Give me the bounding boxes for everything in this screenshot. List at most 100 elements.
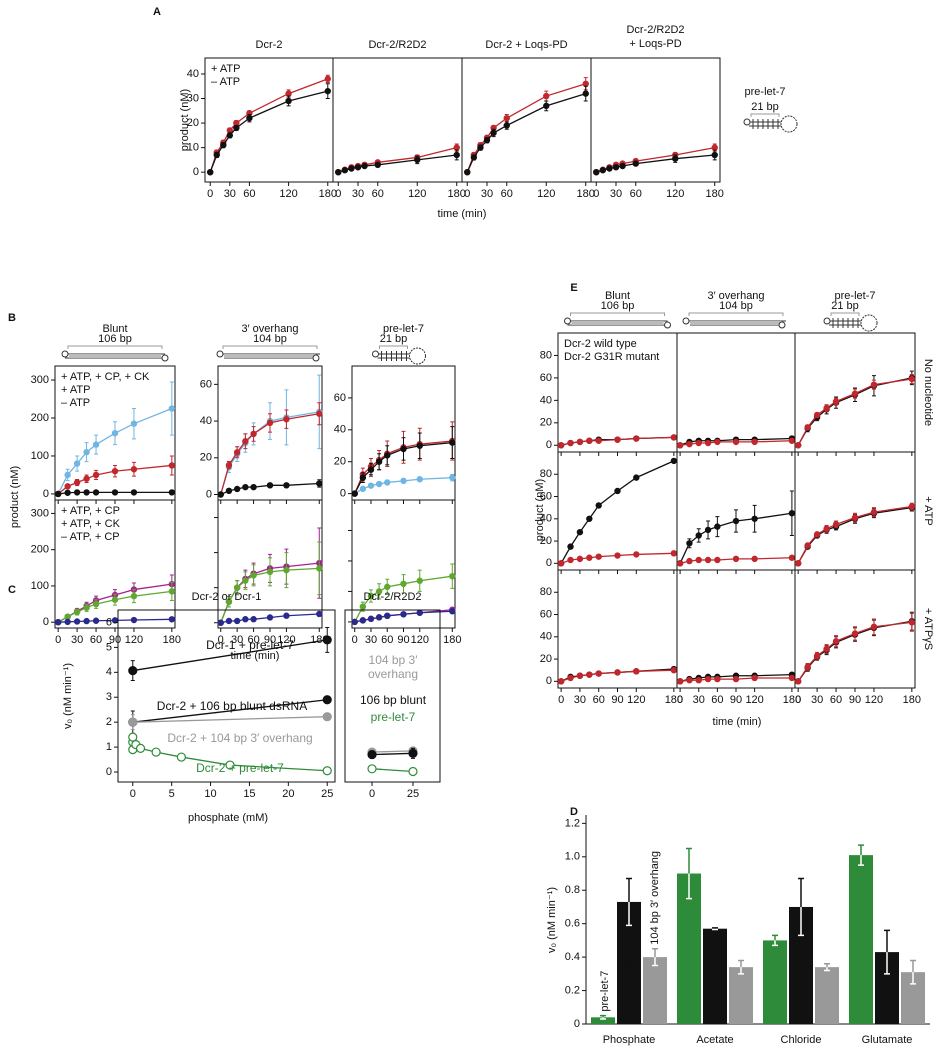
x-tick-label: 120 (537, 188, 555, 200)
data-point (225, 617, 233, 625)
data-point (225, 760, 235, 770)
error-bar (884, 929, 890, 953)
x-tick-label: 0 (795, 694, 801, 706)
data-point (823, 645, 830, 653)
series-label: 106 bp blunt (359, 693, 427, 707)
error-bar (652, 957, 658, 967)
data-point (285, 97, 292, 105)
error-bar (772, 940, 778, 947)
data-point (416, 609, 423, 616)
x-tick-label: 60 (501, 188, 513, 200)
data-point (64, 613, 71, 620)
bar (763, 940, 787, 1024)
y-tick-label: 100 (31, 580, 49, 592)
data-point (686, 677, 693, 684)
data-point (73, 489, 81, 496)
data-point (449, 608, 456, 615)
data-point (283, 416, 290, 423)
data-point (449, 439, 456, 446)
y-tick-label: 1.0 (565, 851, 580, 863)
panel-label: A (153, 6, 161, 18)
plot-frame (461, 57, 592, 183)
rna-end (312, 354, 320, 362)
data-point (324, 87, 331, 95)
data-point (633, 435, 640, 442)
error-bar (858, 855, 864, 866)
x-tick-label: 180 (903, 694, 921, 706)
data-point (464, 168, 471, 176)
data-point (283, 566, 290, 574)
data-point (595, 437, 602, 444)
data-point (128, 665, 138, 676)
data-point (557, 560, 565, 567)
data-point (813, 411, 821, 419)
panel-label: D (570, 806, 578, 818)
x-tick-label: 25 (407, 788, 419, 800)
data-point (908, 619, 916, 626)
x-tick-label: 0 (218, 634, 224, 646)
data-point (359, 474, 367, 481)
x-axis-label: phosphate (mM) (188, 812, 268, 824)
series-label: pre-let-7 (370, 710, 416, 724)
data-point (226, 132, 234, 139)
legend-entry: Dcr-2 wild type (564, 338, 637, 350)
error-bar (884, 952, 890, 975)
y-tick-label: 20 (334, 456, 346, 468)
data-point (225, 487, 233, 495)
y-tick-label: 60 (334, 392, 346, 404)
data-point (751, 674, 758, 682)
y-tick-label: 0 (546, 675, 552, 687)
chart-title: Blunt (605, 290, 630, 302)
data-point (732, 517, 740, 525)
data-point (64, 489, 71, 496)
data-point (582, 80, 589, 87)
error-bar (600, 1017, 606, 1020)
bar (729, 967, 753, 1024)
data-point (73, 460, 81, 467)
chart-title: Dcr-2 or Dcr-1 (192, 591, 262, 603)
data-point (449, 572, 456, 580)
data-point (714, 438, 721, 446)
error-bar (824, 963, 830, 968)
data-point (64, 618, 71, 626)
data-point (804, 424, 811, 431)
series-label: Dcr-2 + 104 bp 3′ overhang (167, 731, 313, 745)
x-tick-label: 25 (321, 788, 333, 800)
data-point (870, 623, 878, 630)
diagram-label: 104 bp (253, 333, 287, 345)
bar (849, 855, 873, 1024)
data-point (220, 141, 227, 149)
data-point (130, 466, 138, 473)
chart-title: Dcr-2 (256, 39, 283, 51)
data-point (351, 618, 358, 626)
x-tick-label: 90 (611, 694, 623, 706)
data-point (416, 577, 423, 584)
data-point (283, 482, 290, 489)
x-tick-label: 0 (130, 788, 136, 800)
error-bar (858, 844, 864, 856)
data-point (384, 583, 391, 591)
series-line (132, 699, 328, 723)
data-point (128, 732, 138, 742)
data-point (503, 122, 510, 129)
data-point (64, 483, 71, 490)
data-point (851, 390, 859, 397)
series-line (372, 752, 413, 756)
data-point (732, 555, 740, 563)
y-tick-label: 5 (106, 641, 112, 653)
series-label: Dcr-2 + pre-let-7 (196, 761, 284, 775)
data-point (242, 438, 249, 445)
data-point (582, 90, 589, 97)
series-line (132, 716, 328, 723)
data-point (732, 438, 740, 446)
y-tick-label: 6 (106, 616, 112, 628)
y-tick-label: 20 (540, 535, 552, 547)
bar (703, 928, 727, 1024)
data-point (73, 479, 81, 486)
data-point (335, 168, 342, 176)
series-label: pre-let-7 (599, 971, 611, 1012)
hairpin-loop (409, 347, 426, 365)
diagram-label: 106 bp (601, 300, 635, 312)
data-point (477, 144, 484, 151)
data-point (316, 565, 323, 572)
